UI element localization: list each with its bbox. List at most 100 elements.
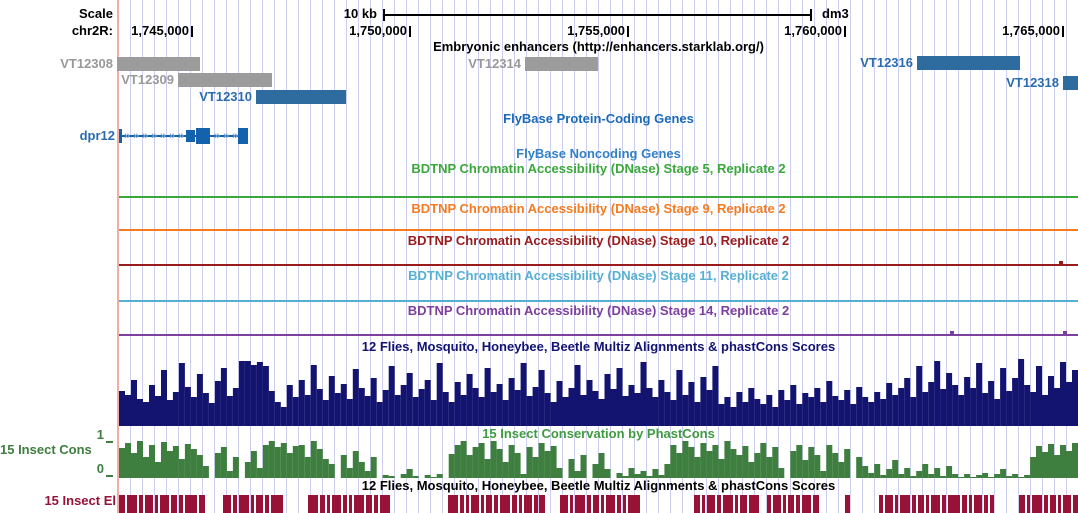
insect-element[interactable]	[969, 495, 972, 513]
insect-element[interactable]	[374, 495, 378, 513]
insect-element[interactable]	[1027, 495, 1030, 513]
insect-element[interactable]	[160, 495, 169, 513]
insect-element[interactable]	[239, 495, 249, 513]
insect-element[interactable]	[343, 495, 347, 513]
insect-element[interactable]	[593, 495, 599, 513]
insect-element[interactable]	[1044, 495, 1048, 513]
insect-element[interactable]	[560, 495, 568, 513]
track-title-bdtnp-stage-11[interactable]: BDTNP Chromatin Accessibility (DNase) St…	[408, 268, 789, 283]
insect-element[interactable]	[327, 495, 330, 513]
insect-element[interactable]	[1032, 495, 1042, 513]
insect-element[interactable]	[735, 495, 738, 513]
insect-element[interactable]	[271, 495, 283, 513]
insect-element[interactable]	[962, 495, 967, 513]
track-title-bdtnp-stage-14[interactable]: BDTNP Chromatin Accessibility (DNase) St…	[407, 303, 790, 318]
insect-element[interactable]	[694, 495, 700, 513]
insect-element[interactable]	[179, 495, 183, 513]
insect-element[interactable]	[984, 495, 988, 513]
enhancer-item-vt12309[interactable]	[178, 73, 272, 87]
track-title-multiz-2[interactable]: 12 Flies, Mosquito, Honeybee, Beetle Mul…	[361, 478, 836, 493]
insect-element[interactable]	[486, 495, 492, 513]
insect-element[interactable]	[233, 495, 237, 513]
insect-element[interactable]	[717, 495, 721, 513]
insect-element[interactable]	[813, 495, 819, 513]
insect-element[interactable]	[783, 495, 786, 513]
track-title-bdtnp-stage-9[interactable]: BDTNP Chromatin Accessibility (DNase) St…	[411, 201, 786, 216]
insect-element[interactable]	[1019, 495, 1025, 513]
insect-element[interactable]	[885, 495, 893, 513]
insect-element[interactable]	[845, 495, 850, 513]
insect-element[interactable]	[471, 495, 479, 513]
insect-element[interactable]	[366, 495, 372, 513]
insect-element[interactable]	[948, 495, 960, 513]
insect-element[interactable]	[332, 495, 341, 513]
insect-element[interactable]	[251, 495, 254, 513]
insect-element[interactable]	[773, 495, 781, 513]
insect-element[interactable]	[918, 495, 924, 513]
track-title-bdtnp-stage-5[interactable]: BDTNP Chromatin Accessibility (DNase) St…	[411, 161, 786, 176]
insect-element[interactable]	[466, 495, 469, 513]
insect-element[interactable]	[749, 495, 759, 513]
insect-element[interactable]	[707, 495, 715, 513]
insect-element[interactable]	[788, 495, 794, 513]
insect-element[interactable]	[740, 495, 747, 513]
insect-element[interactable]	[500, 495, 510, 513]
insect-element[interactable]	[145, 495, 153, 513]
insect-element[interactable]	[623, 495, 626, 513]
insect-element[interactable]	[265, 495, 269, 513]
insect-element[interactable]	[974, 495, 982, 513]
insect-element[interactable]	[127, 495, 137, 513]
phastcons-histogram[interactable]	[119, 441, 1078, 478]
insect-element[interactable]	[119, 495, 125, 513]
bdtnp-stage-5-signal-baseline[interactable]	[119, 196, 1078, 198]
insect-element[interactable]	[155, 495, 158, 513]
enhancer-item-vt12310[interactable]	[256, 90, 346, 104]
insect-element[interactable]	[912, 495, 916, 513]
insect-element[interactable]	[767, 495, 771, 513]
insect-element[interactable]	[534, 495, 538, 513]
insect-element[interactable]	[320, 495, 325, 513]
insect-element[interactable]	[539, 495, 545, 513]
track-title-embryonic-enhancers[interactable]: Embryonic enhancers (http://enhancers.st…	[433, 39, 764, 54]
track-title-phastcons[interactable]: 15 Insect Conservation by PhastCons	[482, 426, 715, 441]
insect-element[interactable]	[256, 495, 263, 513]
insect-element[interactable]	[354, 495, 364, 513]
insect-element[interactable]	[702, 495, 705, 513]
insect-element[interactable]	[380, 495, 390, 513]
insect-element[interactable]	[900, 495, 910, 513]
enhancer-item-vt12316[interactable]	[917, 56, 1020, 70]
insect-element[interactable]	[1050, 495, 1056, 513]
insect-element[interactable]	[942, 495, 946, 513]
insect-element[interactable]	[448, 495, 458, 513]
insect-element[interactable]	[601, 495, 604, 513]
insect-element[interactable]	[519, 495, 522, 513]
insect-element[interactable]	[587, 495, 591, 513]
insect-element[interactable]	[617, 495, 621, 513]
insect-element[interactable]	[895, 495, 898, 513]
enhancer-item-vt12308[interactable]	[117, 57, 200, 71]
insect-element[interactable]	[802, 495, 811, 513]
insect-element[interactable]	[481, 495, 484, 513]
track-title-multiz[interactable]: 12 Flies, Mosquito, Honeybee, Beetle Mul…	[361, 339, 836, 354]
insect-element[interactable]	[628, 495, 640, 513]
insect-element[interactable]	[723, 495, 733, 513]
bdtnp-stage-9-signal-baseline[interactable]	[119, 229, 1078, 231]
enhancer-item-vt12314[interactable]	[525, 57, 598, 71]
bdtnp-stage-10-signal-baseline[interactable]	[119, 264, 1078, 266]
insect-element[interactable]	[990, 495, 994, 513]
track-title-flybase-coding[interactable]: FlyBase Protein-Coding Genes	[503, 111, 694, 126]
insect-element[interactable]	[512, 495, 517, 513]
insect-element[interactable]	[460, 495, 464, 513]
bdtnp-stage-11-signal-baseline[interactable]	[119, 300, 1078, 302]
multiz-density-plot[interactable]	[119, 358, 1078, 426]
insect-element[interactable]	[349, 495, 352, 513]
bdtnp-stage-14-signal-baseline[interactable]	[119, 334, 1078, 336]
insect-element[interactable]	[570, 495, 573, 513]
insect-element[interactable]	[199, 495, 205, 513]
insect-element[interactable]	[1063, 495, 1071, 513]
insect-element[interactable]	[185, 495, 197, 513]
insect-element[interactable]	[606, 495, 615, 513]
insect-element[interactable]	[1073, 495, 1078, 513]
track-title-flybase-noncoding[interactable]: FlyBase Noncoding Genes	[516, 146, 681, 161]
insect-element[interactable]	[524, 495, 532, 513]
